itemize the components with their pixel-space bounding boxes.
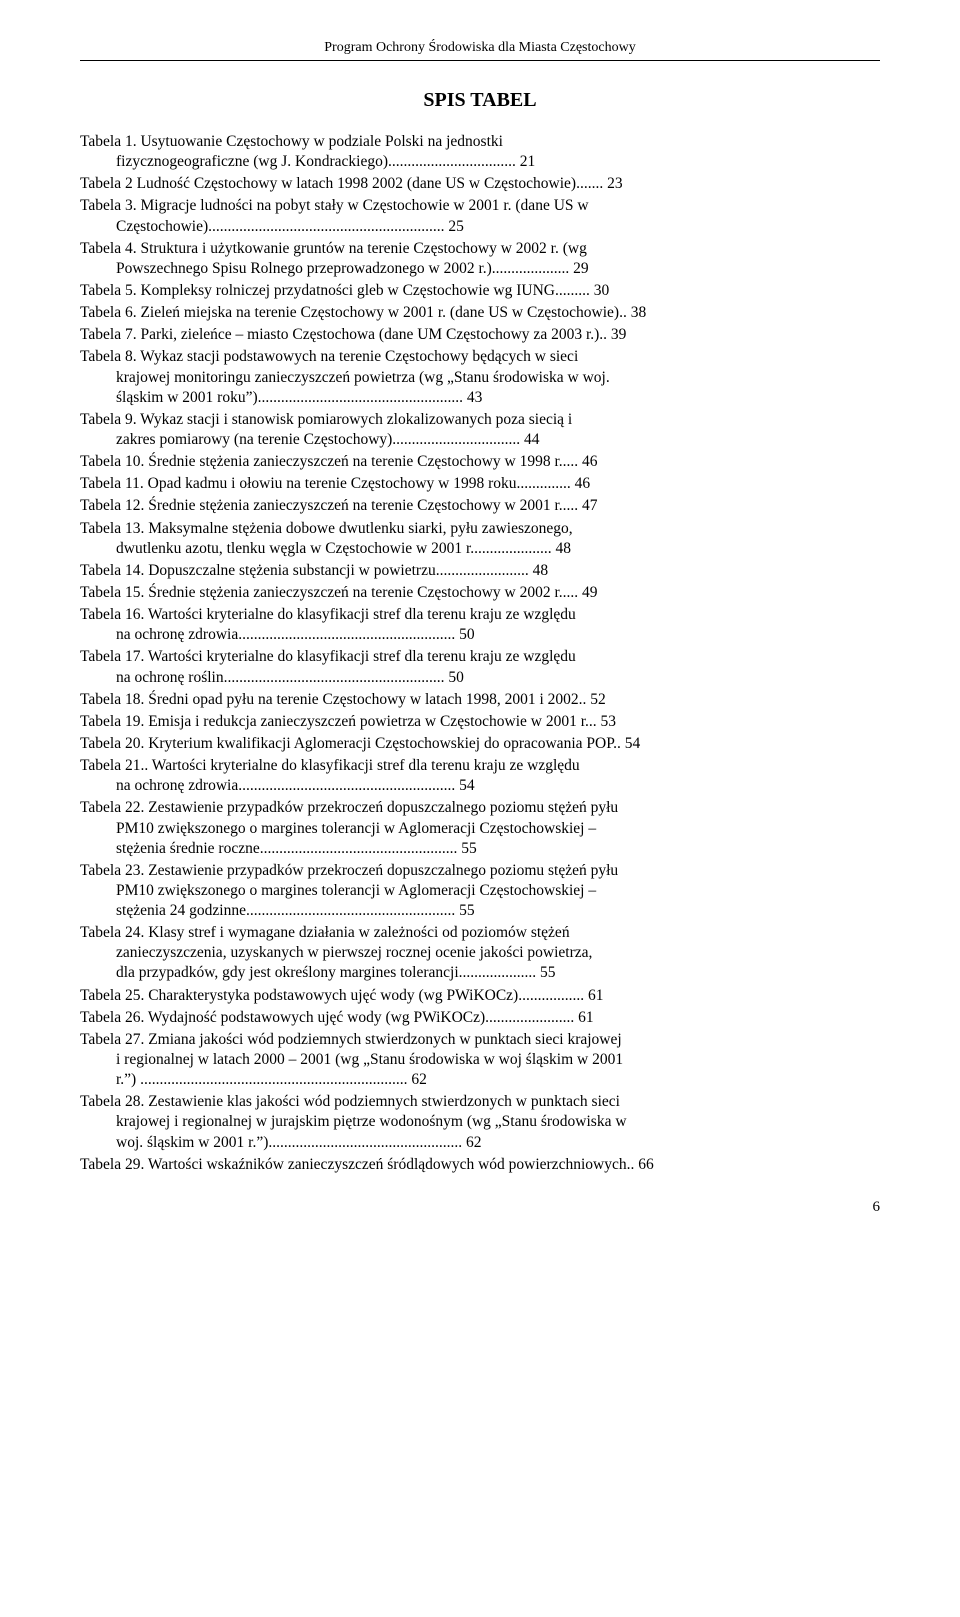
toc-entry-line: Tabela 5. Kompleksy rolniczej przydatnoś… (80, 281, 880, 301)
toc-entry: Tabela 1. Usytuowanie Częstochowy w podz… (80, 132, 880, 172)
toc-entry-line: Tabela 13. Maksymalne stężenia dobowe dw… (80, 519, 880, 539)
toc-entry-line: Tabela 15. Średnie stężenia zanieczyszcz… (80, 583, 880, 603)
toc-entry-continuation: na ochronę zdrowia......................… (80, 776, 880, 796)
toc-entry-continuation: stężenia 24 godzinne....................… (80, 901, 880, 921)
toc-entry: Tabela 15. Średnie stężenia zanieczyszcz… (80, 583, 880, 603)
toc-entry-continuation: PM10 zwiększonego o margines tolerancji … (80, 881, 880, 901)
toc-entry: Tabela 13. Maksymalne stężenia dobowe dw… (80, 519, 880, 559)
toc-entry: Tabela 25. Charakterystyka podstawowych … (80, 986, 880, 1006)
toc-entry-line: Tabela 11. Opad kadmu i ołowiu na tereni… (80, 474, 880, 494)
toc-entry: Tabela 8. Wykaz stacji podstawowych na t… (80, 347, 880, 407)
toc-entry: Tabela 11. Opad kadmu i ołowiu na tereni… (80, 474, 880, 494)
toc-entry-line: Tabela 2 Ludność Częstochowy w latach 19… (80, 174, 880, 194)
toc-entry: Tabela 23. Zestawienie przypadków przekr… (80, 861, 880, 921)
toc-entry-line: Tabela 28. Zestawienie klas jakości wód … (80, 1092, 880, 1112)
toc-entry-line: Tabela 17. Wartości kryterialne do klasy… (80, 647, 880, 667)
toc-entry-line: Tabela 1. Usytuowanie Częstochowy w podz… (80, 132, 880, 152)
toc-entry-continuation: Częstochowie)...........................… (80, 217, 880, 237)
toc-entry-continuation: na ochronę roślin.......................… (80, 668, 880, 688)
page-title: SPIS TABEL (80, 89, 880, 112)
toc-entry: Tabela 20. Kryterium kwalifikacji Aglome… (80, 734, 880, 754)
toc-entry-line: Tabela 27. Zmiana jakości wód podziemnyc… (80, 1030, 880, 1050)
toc-entry-line: Tabela 3. Migracje ludności na pobyt sta… (80, 196, 880, 216)
toc-entry-continuation: PM10 zwiększonego o margines tolerancji … (80, 819, 880, 839)
toc-entry-line: Tabela 20. Kryterium kwalifikacji Aglome… (80, 734, 880, 754)
toc-entry-line: Tabela 26. Wydajność podstawowych ujęć w… (80, 1008, 880, 1028)
toc-entry: Tabela 27. Zmiana jakości wód podziemnyc… (80, 1030, 880, 1090)
toc-entry-line: Tabela 24. Klasy stref i wymagane działa… (80, 923, 880, 943)
toc-entry: Tabela 3. Migracje ludności na pobyt sta… (80, 196, 880, 236)
toc-entry: Tabela 18. Średni opad pyłu na terenie C… (80, 690, 880, 710)
toc-entry-continuation: zakres pomiarowy (na terenie Częstochowy… (80, 430, 880, 450)
toc-entry-continuation: Powszechnego Spisu Rolnego przeprowadzon… (80, 259, 880, 279)
toc-entry-continuation: śląskim w 2001 roku”)...................… (80, 388, 880, 408)
toc-entry-line: Tabela 29. Wartości wskaźników zanieczys… (80, 1155, 880, 1175)
toc-entry-line: Tabela 9. Wykaz stacji i stanowisk pomia… (80, 410, 880, 430)
toc-entry-line: Tabela 6. Zieleń miejska na terenie Częs… (80, 303, 880, 323)
page-number: 6 (80, 1199, 880, 1216)
toc-entry: Tabela 14. Dopuszczalne stężenia substan… (80, 561, 880, 581)
toc-entry-line: Tabela 19. Emisja i redukcja zanieczyszc… (80, 712, 880, 732)
toc-entry-continuation: i regionalnej w latach 2000 – 2001 (wg „… (80, 1050, 880, 1070)
toc-entry: Tabela 5. Kompleksy rolniczej przydatnoś… (80, 281, 880, 301)
toc-entry-line: Tabela 21.. Wartości kryterialne do klas… (80, 756, 880, 776)
document-page: Program Ochrony Środowiska dla Miasta Cz… (0, 0, 960, 1256)
toc-entry: Tabela 4. Struktura i użytkowanie gruntó… (80, 239, 880, 279)
toc-entry-line: Tabela 16. Wartości kryterialne do klasy… (80, 605, 880, 625)
toc-entry: Tabela 16. Wartości kryterialne do klasy… (80, 605, 880, 645)
toc-entry-line: Tabela 7. Parki, zieleńce – miasto Częst… (80, 325, 880, 345)
table-of-contents: Tabela 1. Usytuowanie Częstochowy w podz… (80, 132, 880, 1175)
toc-entry-continuation: krajowej i regionalnej w jurajskim piętr… (80, 1112, 880, 1132)
toc-entry-line: Tabela 18. Średni opad pyłu na terenie C… (80, 690, 880, 710)
toc-entry: Tabela 29. Wartości wskaźników zanieczys… (80, 1155, 880, 1175)
toc-entry-line: Tabela 14. Dopuszczalne stężenia substan… (80, 561, 880, 581)
toc-entry: Tabela 17. Wartości kryterialne do klasy… (80, 647, 880, 687)
toc-entry-continuation: r.”) ...................................… (80, 1070, 880, 1090)
toc-entry-line: Tabela 22. Zestawienie przypadków przekr… (80, 798, 880, 818)
toc-entry: Tabela 7. Parki, zieleńce – miasto Częst… (80, 325, 880, 345)
toc-entry-continuation: woj. śląskim w 2001 r.”)................… (80, 1133, 880, 1153)
toc-entry-continuation: stężenia średnie roczne.................… (80, 839, 880, 859)
toc-entry-line: Tabela 23. Zestawienie przypadków przekr… (80, 861, 880, 881)
toc-entry-continuation: fizycznogeograficzne (wg J. Kondrackiego… (80, 152, 880, 172)
toc-entry: Tabela 24. Klasy stref i wymagane działa… (80, 923, 880, 983)
toc-entry-line: Tabela 4. Struktura i użytkowanie gruntó… (80, 239, 880, 259)
toc-entry-continuation: dla przypadków, gdy jest określony margi… (80, 963, 880, 983)
toc-entry-continuation: dwutlenku azotu, tlenku węgla w Częstoch… (80, 539, 880, 559)
toc-entry: Tabela 26. Wydajność podstawowych ujęć w… (80, 1008, 880, 1028)
toc-entry-line: Tabela 12. Średnie stężenia zanieczyszcz… (80, 496, 880, 516)
toc-entry: Tabela 19. Emisja i redukcja zanieczyszc… (80, 712, 880, 732)
toc-entry: Tabela 9. Wykaz stacji i stanowisk pomia… (80, 410, 880, 450)
toc-entry: Tabela 10. Średnie stężenia zanieczyszcz… (80, 452, 880, 472)
toc-entry: Tabela 28. Zestawienie klas jakości wód … (80, 1092, 880, 1152)
toc-entry-continuation: na ochronę zdrowia......................… (80, 625, 880, 645)
toc-entry: Tabela 12. Średnie stężenia zanieczyszcz… (80, 496, 880, 516)
toc-entry-line: Tabela 8. Wykaz stacji podstawowych na t… (80, 347, 880, 367)
toc-entry-line: Tabela 10. Średnie stężenia zanieczyszcz… (80, 452, 880, 472)
toc-entry: Tabela 21.. Wartości kryterialne do klas… (80, 756, 880, 796)
toc-entry-continuation: krajowej monitoringu zanieczyszczeń powi… (80, 368, 880, 388)
toc-entry: Tabela 2 Ludność Częstochowy w latach 19… (80, 174, 880, 194)
toc-entry: Tabela 6. Zieleń miejska na terenie Częs… (80, 303, 880, 323)
toc-entry-line: Tabela 25. Charakterystyka podstawowych … (80, 986, 880, 1006)
page-header: Program Ochrony Środowiska dla Miasta Cz… (80, 40, 880, 61)
toc-entry-continuation: zanieczyszczenia, uzyskanych w pierwszej… (80, 943, 880, 963)
toc-entry: Tabela 22. Zestawienie przypadków przekr… (80, 798, 880, 858)
